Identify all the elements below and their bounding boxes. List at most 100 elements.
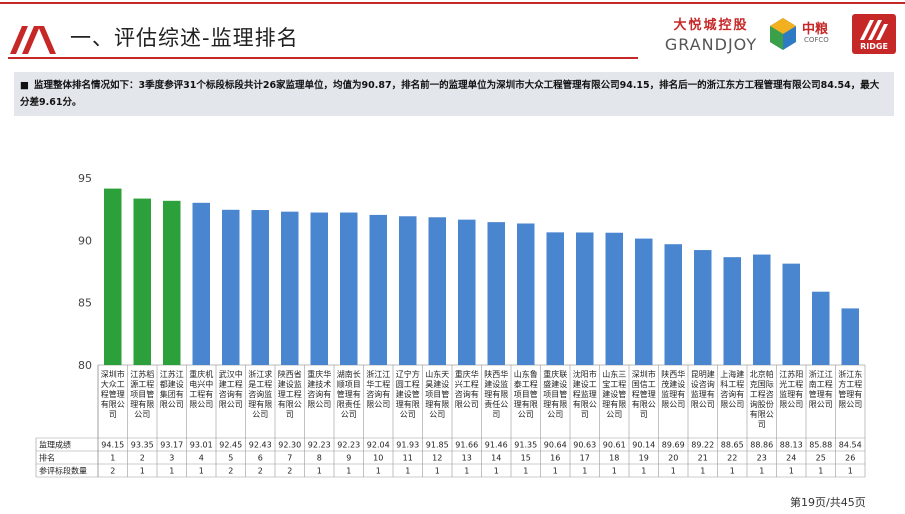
table-cell: 91.66 [455, 441, 478, 450]
bar [369, 214, 387, 365]
grandjoy-logo-cn: 大悦城控股 [673, 18, 749, 33]
category-label: 浙江东方工程管理有限公司 [838, 369, 862, 409]
category-label: 重庆华兴工程咨询有限公司 [455, 369, 479, 409]
table-cell: 1 [818, 467, 823, 476]
table-cell: 91.85 [426, 441, 449, 450]
grandjoy-logo-en: GRANDJOY [664, 35, 758, 54]
category-label: 深圳市国信工程管理有限公司 [632, 369, 656, 419]
table-cell: 1 [759, 467, 764, 476]
table-cell: 1 [169, 467, 174, 476]
category-label: 辽宁方圆工程建设管理有限公司 [396, 369, 420, 419]
bar [694, 250, 712, 365]
table-cell: 15 [521, 454, 531, 463]
bar [812, 291, 830, 365]
page-title: 一、评估综述-监理排名 [70, 26, 299, 50]
table-cell: 90.61 [603, 441, 626, 450]
table-cell: 88.86 [750, 441, 773, 450]
table-cell: 1 [435, 467, 440, 476]
table-cell: 92.04 [367, 441, 390, 450]
table-cell: 7 [287, 454, 292, 463]
table-cell: 4 [199, 454, 204, 463]
table-cell: 88.65 [721, 441, 744, 450]
category-label: 山东鲁泰工程项目管理有限公司 [514, 369, 538, 419]
category-label: 重庆机电兴中工程有限公司 [189, 369, 213, 409]
category-label: 上海建科工程咨询有限公司 [720, 369, 744, 409]
bar [782, 263, 800, 365]
table-cell: 93.01 [190, 441, 213, 450]
ridge-emblem-icon [860, 20, 888, 40]
bar [104, 188, 122, 365]
table-cell: 5 [228, 454, 233, 463]
category-label: 陕西省建设监理工程有限公司 [278, 369, 302, 419]
table-cell: 19 [639, 454, 649, 463]
table-cell: 1 [523, 467, 528, 476]
table-cell: 92.45 [219, 441, 242, 450]
bar [753, 254, 771, 365]
table-cell: 1 [671, 467, 676, 476]
bar [222, 209, 240, 365]
category-label: 陕西华茂建设监理有限公司 [661, 369, 685, 409]
bar [163, 200, 181, 365]
table-row-label: 参评标段数量 [39, 466, 87, 476]
category-label: 陕西华建设监理有限责任公司 [484, 369, 508, 419]
table-cell: 92.43 [249, 441, 272, 450]
category-label: 山东天昊建设项目管理有限公司 [425, 369, 449, 419]
category-label: 浙江江华工程咨询有限公司 [366, 369, 390, 409]
table-cell: 1 [730, 467, 735, 476]
category-label: 湖南长顺项目管理有限责任公司 [337, 369, 361, 419]
bar [487, 222, 505, 365]
table-cell: 22 [727, 454, 737, 463]
ranking-bar-chart: 80859095深圳市大众工程管理有限公司江苏稻源工程项目管理有限公司江苏江都建… [35, 172, 866, 478]
table-cell: 1 [612, 467, 617, 476]
table-cell: 13 [462, 454, 472, 463]
table-cell: 90.14 [632, 441, 655, 450]
table-cell: 1 [346, 467, 351, 476]
category-label: 武汉中建工程咨询有限公司 [219, 369, 243, 409]
bar [517, 223, 535, 365]
table-cell: 1 [700, 467, 705, 476]
table-cell: 1 [553, 467, 558, 476]
y-tick-label: 85 [78, 297, 92, 310]
ridge-logo: RIDGE [852, 14, 896, 54]
table-cell: 6 [258, 454, 263, 463]
bar [635, 238, 653, 365]
table-cell: 1 [317, 467, 322, 476]
bar [428, 217, 446, 365]
table-cell: 93.35 [131, 441, 154, 450]
bar [192, 202, 210, 365]
table-cell: 91.35 [514, 441, 537, 450]
table-cell: 91.93 [396, 441, 419, 450]
category-label: 北京帕克国际工程咨询股份有限公司 [750, 369, 774, 429]
table-cell: 1 [494, 467, 499, 476]
table-cell: 2 [228, 467, 233, 476]
bar [576, 232, 594, 365]
category-label: 昆明建设咨询监理有限公司 [691, 369, 715, 409]
category-label: 山东三宝工程建设管理有限公司 [602, 369, 626, 419]
page-indicator: 第19页/共45页 [790, 496, 866, 509]
bar [251, 210, 269, 365]
bar [546, 232, 564, 365]
bar [605, 232, 623, 365]
table-cell: 89.22 [691, 441, 714, 450]
table-cell: 92.23 [308, 441, 331, 450]
table-row-label: 排名 [39, 453, 55, 463]
top-accent-line [0, 2, 905, 4]
table-cell: 1 [641, 467, 646, 476]
table-cell: 18 [609, 454, 619, 463]
cofco-logo-en: COFCO [804, 36, 829, 44]
table-cell: 1 [199, 467, 204, 476]
table-cell: 1 [464, 467, 469, 476]
category-label: 浙江江南工程管理有限公司 [809, 369, 833, 409]
table-cell: 24 [786, 454, 796, 463]
cofco-emblem-icon [770, 18, 796, 50]
category-label: 江苏稻源工程项目管理有限公司 [130, 369, 154, 419]
table-cell: 93.17 [160, 441, 183, 450]
bar [340, 212, 358, 365]
category-label: 重庆华建技术咨询有限公司 [307, 369, 331, 409]
table-cell: 1 [140, 467, 145, 476]
table-cell: 3 [169, 454, 174, 463]
y-tick-label: 95 [78, 172, 92, 185]
category-label: 江苏阳光工程监理有限公司 [779, 369, 803, 409]
table-cell: 90.64 [544, 441, 567, 450]
summary-text: 监理整体排名情况如下：3季度参评31个标段标段共计26家监理单位，均值为90.8… [20, 80, 880, 108]
